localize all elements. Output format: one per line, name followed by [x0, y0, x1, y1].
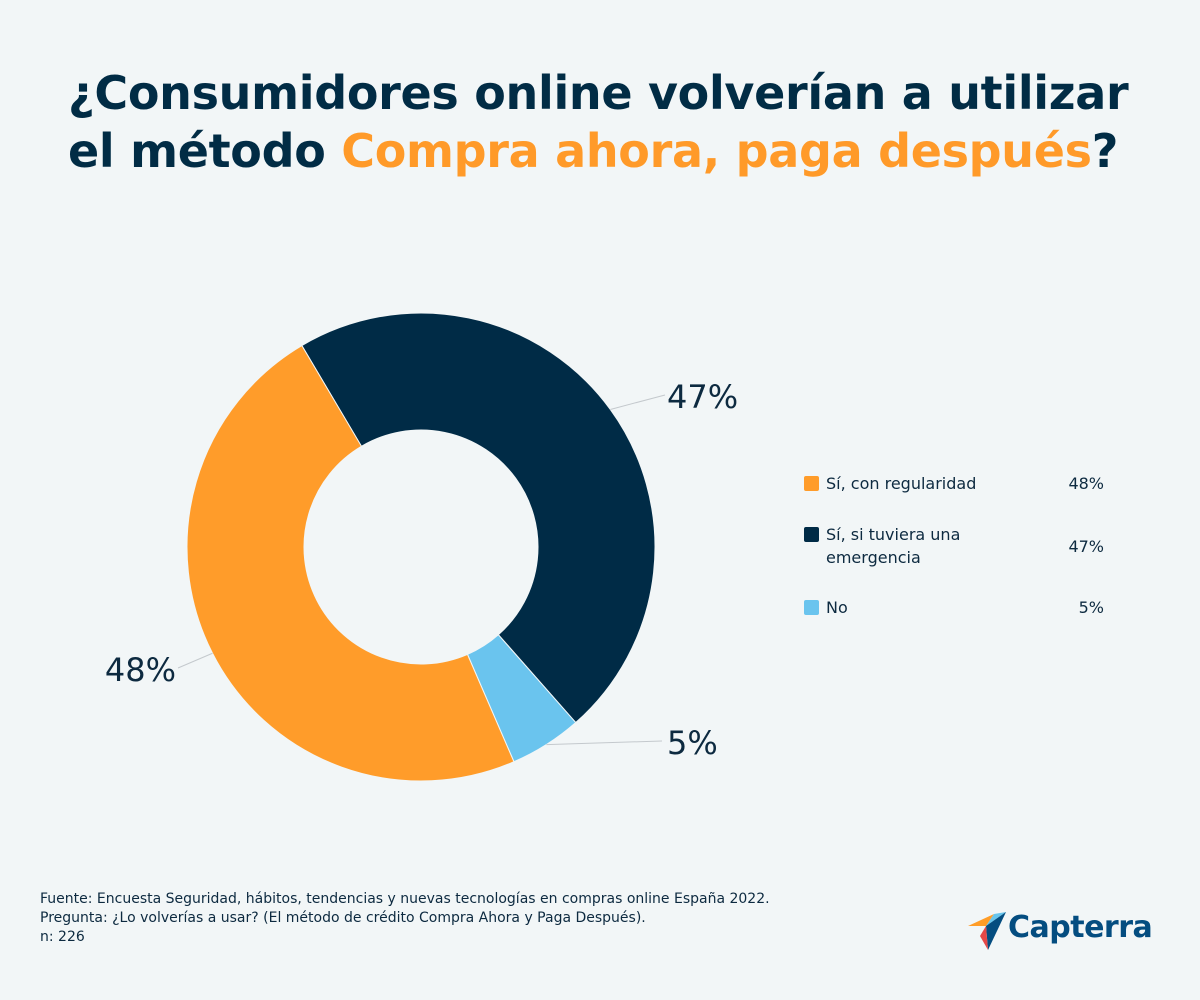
- leader-line-no: [546, 740, 663, 746]
- title-line-1: ¿Consumidores online volverían a utiliza…: [68, 66, 1129, 120]
- legend-value-regularidad: 48%: [1068, 474, 1104, 493]
- leader-line-regularidad: [177, 652, 213, 669]
- legend-label-regularidad: Sí, con regularidad: [826, 474, 977, 493]
- data-label-regularidad: 48%: [105, 651, 176, 689]
- title-highlight: Compra ahora, paga después: [341, 124, 1092, 178]
- data-label-no: 5%: [667, 724, 718, 762]
- capterra-arrow-icon: [968, 912, 1006, 950]
- donut-slice-emergencia: [301, 312, 656, 724]
- footer-sample: n: 226: [40, 929, 85, 945]
- capterra-logo: Capterra: [966, 910, 1166, 954]
- brand-name: Capterra: [1008, 910, 1153, 945]
- chart-footer: Fuente: Encuesta Seguridad, hábitos, ten…: [40, 890, 840, 947]
- leader-line-emergencia: [610, 394, 666, 410]
- legend-value-emergencia: 47%: [1068, 537, 1104, 556]
- legend-label-no: No: [826, 598, 848, 617]
- chart-title: ¿Consumidores online volverían a utiliza…: [68, 64, 1148, 180]
- donut-slice-regularidad: [186, 344, 515, 782]
- footer-question: Pregunta: ¿Lo volverías a usar? (El méto…: [40, 910, 646, 926]
- title-line-2-suffix: ?: [1091, 124, 1119, 178]
- legend-swatch-regularidad: [804, 476, 819, 491]
- footer-source: Fuente: Encuesta Seguridad, hábitos, ten…: [40, 891, 770, 907]
- title-line-2-prefix: el método: [68, 124, 342, 178]
- legend-value-no: 5%: [1078, 598, 1104, 617]
- data-label-emergencia: 47%: [667, 378, 738, 416]
- legend-label-emergencia: Sí, si tuviera una emergencia: [826, 525, 961, 567]
- legend-swatch-no: [804, 600, 819, 615]
- legend-swatch-emergencia: [804, 527, 819, 542]
